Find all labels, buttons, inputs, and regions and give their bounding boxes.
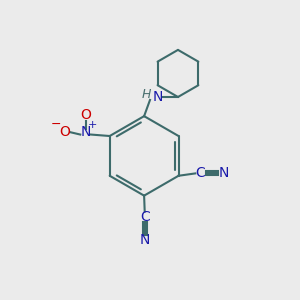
Text: C: C — [196, 167, 206, 180]
Text: O: O — [80, 108, 91, 122]
Text: N: N — [218, 167, 229, 180]
Text: N: N — [140, 233, 150, 247]
Text: N: N — [80, 125, 91, 139]
Text: N: N — [152, 90, 163, 104]
Text: H: H — [142, 88, 151, 101]
Text: O: O — [59, 125, 70, 139]
Text: +: + — [87, 120, 97, 130]
Text: C: C — [140, 210, 150, 224]
Text: −: − — [51, 117, 61, 130]
